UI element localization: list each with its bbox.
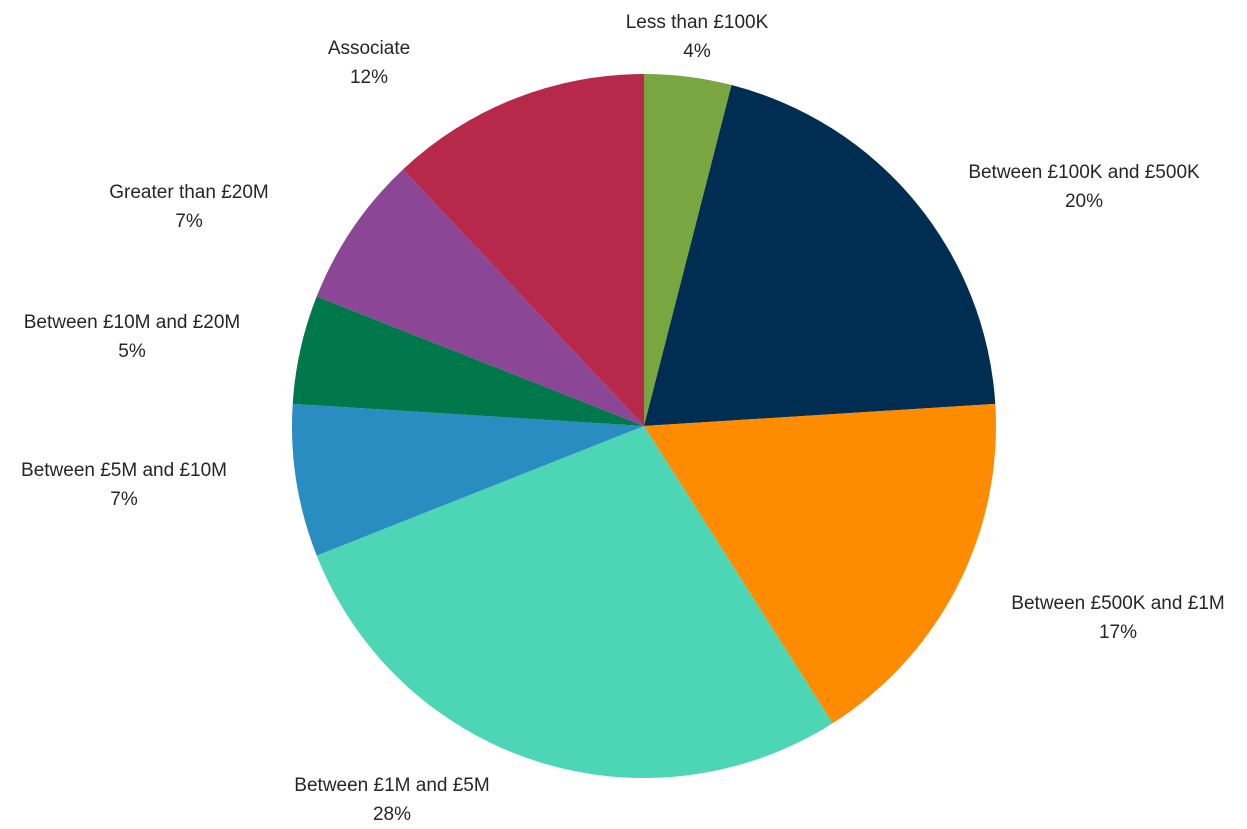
label-500k-1m: Between £500K and £1M 17% [1011,589,1224,647]
pie-slice-4 [292,403,644,556]
pie-slice-1 [644,85,996,427]
label-10m-20m-value: 5% [118,341,146,362]
label-less-than-100k-value: 4% [683,41,711,62]
label-5m-10m-value: 7% [110,489,138,510]
label-less-than-100k-name: Less than £100K [625,12,769,33]
label-5m-10m-name: Between £5M and £10M [21,460,227,481]
pie-slice-2 [644,403,997,724]
label-greater-than-20m: Greater than £20M 7% [109,178,268,236]
pie-slice-5 [292,296,644,426]
label-associate-value: 12% [349,67,389,88]
label-100k-500k: Between £100K and £500K 20% [968,158,1199,216]
pie-slice-7 [403,74,644,426]
label-500k-1m-value: 17% [1098,622,1138,643]
label-10m-20m-name: Between £10M and £20M [23,312,241,333]
pie-slice-0 [644,74,732,426]
pie-slice-6 [316,169,644,426]
label-1m-5m-name: Between £1M and £5M [294,775,490,796]
label-greater-than-20m-name: Greater than £20M [109,182,269,203]
label-10m-20m: Between £10M and £20M 5% [24,308,241,366]
label-500k-1m-name: Between £500K and £1M [1011,593,1225,614]
label-associate: Associate 12% [328,34,410,92]
label-1m-5m: Between £1M and £5M 28% [294,771,489,829]
label-1m-5m-value: 28% [372,804,412,825]
label-5m-10m: Between £5M and £10M 7% [21,456,227,514]
label-greater-than-20m-value: 7% [175,211,203,232]
label-associate-name: Associate [327,38,411,59]
label-100k-500k-value: 20% [1064,191,1104,212]
label-100k-500k-name: Between £100K and £500K [968,162,1200,183]
pie-slice-3 [316,426,833,778]
label-less-than-100k: Less than £100K 4% [626,8,769,66]
